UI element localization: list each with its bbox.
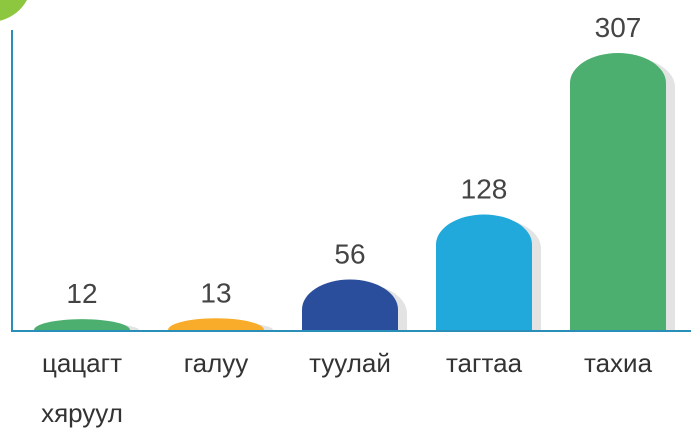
value-label: 128 <box>461 174 508 205</box>
value-label: 13 <box>200 277 231 308</box>
bar <box>436 214 532 330</box>
value-label: 56 <box>334 238 365 269</box>
bar <box>570 53 666 330</box>
value-label: 307 <box>595 12 642 43</box>
value-label: 12 <box>66 278 97 309</box>
x-tick-label: тагтаа <box>445 348 523 378</box>
bar <box>34 319 130 330</box>
x-tick-label: галуу <box>183 348 249 378</box>
bar <box>302 279 398 330</box>
corner-decoration <box>0 0 27 21</box>
x-tick-label: тахиа <box>583 348 653 378</box>
bar <box>168 318 264 330</box>
x-tick-label: туулай <box>309 348 391 378</box>
x-tick-label: цацагт хяруул <box>41 348 123 428</box>
